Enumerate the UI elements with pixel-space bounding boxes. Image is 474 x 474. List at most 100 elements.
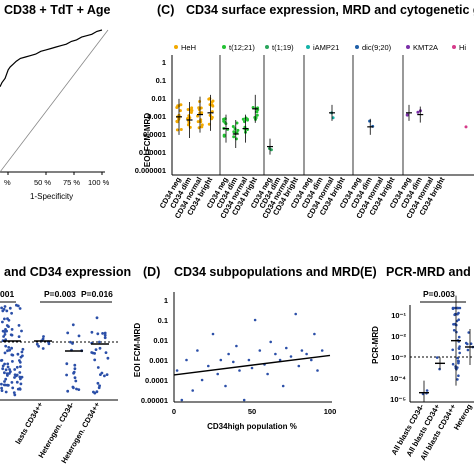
lower-left-point (13, 393, 17, 397)
lower-left-point (0, 359, 3, 362)
panel-d-point (216, 372, 219, 376)
lower-left-point (66, 389, 70, 393)
panel-c-ytick: 0.1 (156, 76, 166, 85)
panel-e-plot (419, 295, 474, 402)
lower-left-point (7, 346, 11, 349)
panel-c-point (241, 117, 245, 121)
panel-e-point (457, 361, 460, 365)
lower-left-point (71, 342, 74, 345)
panel-b-axes (0, 29, 109, 175)
lower-left-point (6, 374, 9, 377)
panel-e-point (456, 366, 459, 369)
panel-d-point (242, 398, 246, 402)
lower-left-pvalue: P=0.003 (44, 289, 76, 299)
panel-c-point (196, 114, 200, 118)
panel-c-point (179, 103, 183, 107)
lower-left-point (106, 356, 110, 360)
panel-d-point (258, 349, 262, 352)
lower-left-point (3, 305, 7, 308)
panel-e-point (458, 351, 462, 355)
lower-left-point (5, 324, 9, 327)
panel-d-point (294, 312, 298, 316)
lower-left-point (73, 376, 77, 380)
lower-left-point (93, 391, 97, 395)
panel-d-point (250, 366, 254, 370)
lower-left-point (97, 386, 101, 390)
lower-left-point (3, 380, 6, 383)
legend-marker-hi (452, 45, 456, 49)
panel-c-point (236, 128, 240, 132)
panel-b-x-axis-label: 1-Specificity (30, 192, 73, 201)
lower-left-point (98, 340, 101, 344)
panel-d-xtick: 100 (324, 407, 337, 416)
panel-c-ytick: 1 (162, 58, 166, 67)
panel-c-point (178, 109, 182, 113)
panel-c-point (210, 103, 214, 107)
panel-c-point (175, 128, 179, 132)
panel-d-point (305, 352, 308, 356)
lower-left-point (18, 371, 22, 374)
legend-marker-kmt2a (406, 45, 410, 49)
panel-e-point (457, 374, 460, 378)
lower-left-point (10, 381, 14, 384)
lower-left-point (71, 323, 75, 327)
lower-left-point (4, 368, 8, 372)
lower-left-point (93, 352, 96, 355)
lower-left-point (20, 375, 24, 379)
panel-c-point (207, 97, 211, 101)
panel-d-point (235, 344, 238, 348)
panel-d-ytick: 0.001 (149, 356, 168, 365)
lower-left-point (6, 365, 10, 369)
panel-c-point (179, 128, 183, 131)
lower-left-point (95, 316, 99, 320)
legend-label-t119: t(1;19) (272, 43, 294, 52)
panel-c-point (405, 113, 409, 117)
lower-left-point (103, 331, 107, 335)
panel-d-ytick: 0.1 (158, 316, 168, 325)
legend-marker-dic920 (355, 45, 359, 49)
lower-left-point (98, 346, 102, 350)
lower-left-title: and CD34 expression (4, 265, 131, 279)
panel-e-point (455, 330, 458, 334)
lower-left-point (4, 390, 8, 394)
panel-e-y-axis-label: PCR-MRD (371, 326, 380, 364)
panel-d-ytick: 0.0001 (145, 376, 168, 385)
panel-e-x-labels: All blasts CD34- All blasts CD34+ All bl… (389, 402, 474, 462)
panel-b-x-ticks: % 50 % 75 % 100 % (4, 178, 110, 187)
panel-e-letter: (E) (360, 265, 377, 279)
lower-left-point (7, 372, 11, 375)
panel-d-point (191, 389, 194, 392)
lower-left-point (73, 367, 77, 371)
panel-c-frame (171, 55, 474, 176)
panel-d-xtick: 0 (172, 407, 176, 416)
panel-e-pvalue: P=0.003 (423, 289, 455, 299)
panel-d-x-axis-label: CD34high population % (207, 422, 297, 431)
lower-left-point (65, 373, 68, 377)
panel-e-point (451, 348, 455, 352)
panel-e-point (425, 389, 429, 392)
lower-left-point (16, 304, 20, 308)
legend-label-hi: Hi (459, 43, 466, 52)
lower-left-point (15, 365, 19, 369)
panel-d-point (211, 332, 215, 336)
lower-left-point (16, 352, 20, 356)
panel-e-point (451, 362, 455, 366)
panel-d-point (253, 318, 257, 322)
panel-c-point (232, 135, 236, 139)
panel-c-point (222, 133, 226, 137)
lower-left-point (69, 340, 72, 344)
lower-left-point (13, 368, 17, 371)
panel-d-point (285, 346, 288, 350)
lower-left-point (94, 348, 98, 351)
lower-left-point (17, 335, 21, 338)
panel-c-point (464, 125, 468, 129)
lower-left-point (96, 381, 100, 385)
lower-left-point (17, 324, 21, 327)
panel-c-y-axis-label: EOI FCM-MRD (143, 113, 152, 167)
lower-left-point (21, 347, 25, 351)
lower-left-point (10, 353, 14, 357)
lower-left-point (6, 362, 10, 366)
panel-d-point (200, 378, 204, 382)
panel-d-title: CD34 subpopulations and MRD (174, 265, 360, 279)
